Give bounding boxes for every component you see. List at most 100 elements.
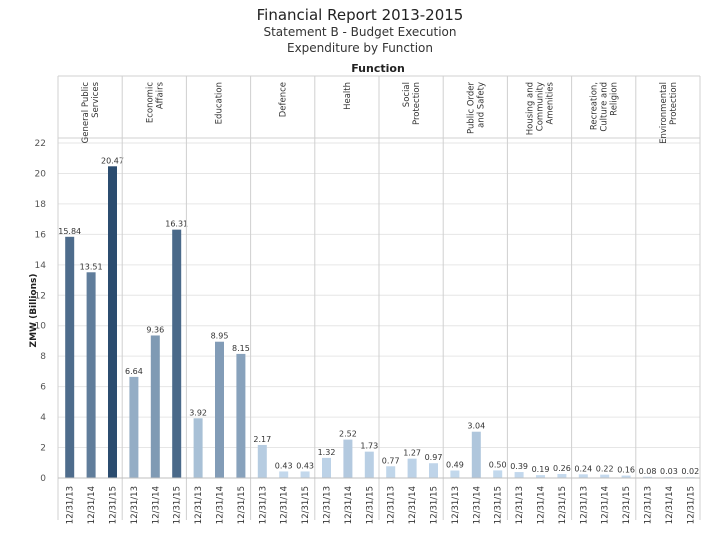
y-tick-label-16: 16 bbox=[35, 230, 47, 240]
y-axis-title: ZMW (Billions) bbox=[29, 274, 39, 348]
chart-subtitle-statement: Statement B - Budget Execution bbox=[263, 25, 457, 39]
bar-public-order-and-safety-2 bbox=[471, 431, 481, 478]
x-tick-label-education-1: 12/31/13 bbox=[194, 486, 204, 524]
bar-housing-and-community-amenities-2 bbox=[536, 475, 545, 478]
data-label-housing-and-community-amenities-2: 0.19 bbox=[532, 465, 550, 474]
x-tick-label-health-2: 12/31/14 bbox=[344, 486, 354, 524]
x-tick-label-defence-2: 12/31/14 bbox=[280, 486, 290, 524]
data-label-education-3: 8.15 bbox=[232, 344, 250, 353]
bar-education-2 bbox=[215, 341, 224, 478]
bar-defence-3 bbox=[300, 471, 310, 478]
y-tick-label-14: 14 bbox=[35, 261, 47, 271]
bar-health-2 bbox=[343, 439, 353, 478]
bar-economic-affairs-3 bbox=[172, 229, 182, 478]
x-tick-label-general-public-services-1: 12/31/13 bbox=[66, 486, 76, 524]
group-label-housing-and-community-amenities-line-1: Housing and bbox=[526, 82, 536, 135]
bar-social-protection-3 bbox=[429, 463, 438, 478]
bar-public-order-and-safety-1 bbox=[450, 470, 460, 478]
chart-title: Financial Report 2013-2015 bbox=[256, 6, 464, 24]
data-label-health-2: 2.52 bbox=[339, 430, 357, 439]
x-tick-label-economic-affairs-1: 12/31/13 bbox=[130, 486, 140, 524]
data-label-economic-affairs-1: 6.64 bbox=[125, 367, 143, 376]
x-tick-label-environmental-protection-2: 12/31/14 bbox=[665, 486, 675, 524]
x-tick-label-recreation-culture-and-religion-2: 12/31/14 bbox=[601, 486, 611, 524]
bar-health-3 bbox=[364, 451, 374, 478]
x-tick-label-housing-and-community-amenities-2: 12/31/14 bbox=[537, 486, 547, 524]
group-label-public-order-and-safety-line-1: Public Order bbox=[466, 81, 476, 134]
x-tick-label-housing-and-community-amenities-1: 12/31/13 bbox=[515, 486, 525, 524]
x-tick-label-health-3: 12/31/15 bbox=[365, 486, 375, 524]
data-label-environmental-protection-1: 0.08 bbox=[639, 467, 657, 476]
data-label-environmental-protection-2: 0.03 bbox=[660, 467, 678, 476]
x-tick-label-economic-affairs-2: 12/31/14 bbox=[151, 486, 161, 524]
bar-education-3 bbox=[236, 353, 246, 478]
x-tick-label-recreation-culture-and-religion-1: 12/31/13 bbox=[579, 486, 589, 524]
x-tick-label-social-protection-2: 12/31/14 bbox=[408, 486, 418, 524]
data-label-education-2: 8.95 bbox=[211, 332, 229, 341]
data-label-social-protection-2: 1.27 bbox=[403, 449, 421, 458]
y-tick-label-4: 4 bbox=[40, 413, 46, 423]
group-label-social-protection-line-1: Social bbox=[402, 82, 412, 107]
data-label-recreation-culture-and-religion-3: 0.16 bbox=[617, 466, 635, 475]
data-label-economic-affairs-3: 16.31 bbox=[165, 220, 188, 229]
data-label-defence-1: 2.17 bbox=[253, 435, 271, 444]
y-tick-label-8: 8 bbox=[40, 352, 46, 362]
y-tick-label-10: 10 bbox=[35, 322, 47, 332]
data-label-defence-2: 0.43 bbox=[275, 461, 293, 470]
bar-housing-and-community-amenities-1 bbox=[514, 472, 524, 478]
x-tick-label-general-public-services-2: 12/31/14 bbox=[87, 486, 97, 524]
data-label-recreation-culture-and-religion-2: 0.22 bbox=[596, 465, 614, 474]
x-tick-label-economic-affairs-3: 12/31/15 bbox=[173, 486, 183, 524]
chart-subtitle-expenditure: Expenditure by Function bbox=[287, 41, 433, 55]
data-label-economic-affairs-2: 9.36 bbox=[146, 325, 164, 334]
bar-general-public-services-1 bbox=[65, 236, 75, 478]
bar-defence-1 bbox=[257, 444, 267, 478]
bar-social-protection-2 bbox=[407, 458, 417, 478]
y-tick-label-0: 0 bbox=[40, 474, 46, 484]
x-tick-label-defence-3: 12/31/15 bbox=[301, 486, 311, 524]
group-label-general-public-services-line-1: General Public bbox=[81, 82, 91, 144]
group-label-economic-affairs-line-1: Economic bbox=[145, 82, 155, 123]
x-tick-label-environmental-protection-1: 12/31/13 bbox=[644, 486, 654, 524]
group-label-environmental-protection-line-2: Protection bbox=[669, 82, 679, 125]
bar-environmental-protection-1 bbox=[643, 476, 652, 478]
bar-general-public-services-2 bbox=[86, 272, 96, 478]
group-label-education-line-1: Education bbox=[215, 82, 225, 124]
y-tick-label-2: 2 bbox=[40, 444, 46, 454]
x-tick-label-education-2: 12/31/14 bbox=[216, 486, 226, 524]
group-label-environmental-protection-line-1: Environmental bbox=[659, 82, 669, 144]
group-label-economic-affairs-line-2: Affairs bbox=[155, 81, 165, 109]
data-label-public-order-and-safety-2: 3.04 bbox=[467, 422, 485, 431]
group-label-recreation-culture-and-religion-line-3: Religion bbox=[610, 82, 620, 116]
bar-economic-affairs-2 bbox=[150, 335, 160, 478]
data-label-general-public-services-2: 13.51 bbox=[80, 262, 103, 271]
bar-education-1 bbox=[193, 418, 203, 478]
x-tick-label-general-public-services-3: 12/31/15 bbox=[109, 486, 119, 524]
x-tick-label-public-order-and-safety-2: 12/31/14 bbox=[472, 486, 482, 524]
data-label-general-public-services-1: 15.84 bbox=[58, 227, 81, 236]
bar-recreation-culture-and-religion-3 bbox=[621, 475, 631, 478]
bar-housing-and-community-amenities-3 bbox=[557, 474, 567, 478]
data-label-housing-and-community-amenities-3: 0.26 bbox=[553, 464, 571, 473]
x-tick-label-education-3: 12/31/15 bbox=[237, 486, 247, 524]
bar-recreation-culture-and-religion-2 bbox=[600, 474, 610, 478]
data-label-housing-and-community-amenities-1: 0.39 bbox=[510, 462, 528, 471]
bar-general-public-services-3 bbox=[108, 166, 117, 478]
data-label-health-3: 1.73 bbox=[360, 442, 378, 451]
bar-health-1 bbox=[322, 457, 331, 478]
data-label-recreation-culture-and-religion-1: 0.24 bbox=[574, 464, 592, 473]
x-tick-label-public-order-and-safety-3: 12/31/15 bbox=[494, 486, 504, 524]
x-tick-label-environmental-protection-3: 12/31/15 bbox=[686, 486, 696, 524]
x-tick-label-housing-and-community-amenities-3: 12/31/15 bbox=[558, 486, 568, 524]
x-tick-label-defence-1: 12/31/13 bbox=[258, 486, 268, 524]
x-tick-label-health-1: 12/31/13 bbox=[323, 486, 333, 524]
x-tick-label-public-order-and-safety-1: 12/31/13 bbox=[451, 486, 461, 524]
group-label-social-protection-line-2: Protection bbox=[412, 82, 422, 125]
group-label-housing-and-community-amenities-line-3: Amenities bbox=[546, 81, 556, 124]
data-label-social-protection-1: 0.77 bbox=[382, 456, 400, 465]
group-label-health-line-1: Health bbox=[343, 82, 353, 110]
data-label-public-order-and-safety-3: 0.50 bbox=[489, 460, 507, 469]
bar-social-protection-1 bbox=[386, 466, 396, 478]
data-label-health-1: 1.32 bbox=[318, 448, 336, 457]
